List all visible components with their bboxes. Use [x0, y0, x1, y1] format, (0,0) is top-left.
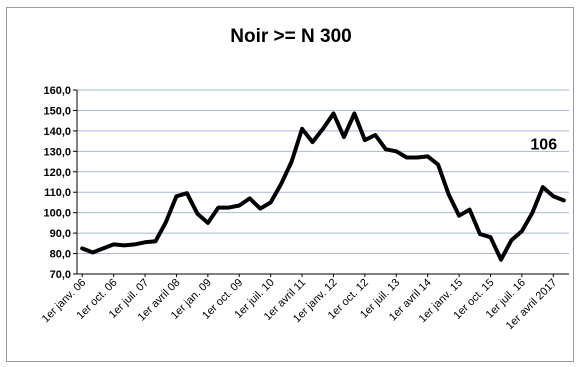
y-tick-label: 140,0	[43, 126, 71, 138]
y-tick-label: 160,0	[43, 85, 71, 97]
y-tick-label: 100,0	[43, 208, 71, 220]
series-layer	[80, 111, 566, 262]
y-tick-label: 90,0	[50, 228, 71, 240]
y-tick-label: 80,0	[50, 249, 71, 261]
annotations: 106	[530, 136, 557, 153]
line-chart: Noir >= N 300 70,0 80,0 90,0 100,0 110,0 120,…	[40, 26, 569, 332]
data-annotation-label: 106	[530, 136, 557, 153]
y-axis-tick-labels: 70,0 80,0 90,0 100,0 110,0 120,0 130,0 140,0 150…	[43, 85, 71, 281]
y-tick-label: 110,0	[44, 187, 71, 199]
axes	[76, 90, 569, 275]
y-tick-label: 150,0	[43, 105, 71, 117]
series-line	[80, 111, 566, 262]
chart-title: Noir >= N 300	[230, 26, 351, 47]
y-tick-label: 130,0	[43, 146, 71, 158]
y-tick-label: 70,0	[50, 269, 71, 281]
grid-lines	[73, 89, 569, 275]
chart-frame: Noir >= N 300 70,0 80,0 90,0 100,0 110,0 120,…	[6, 7, 574, 362]
y-tick-label: 120,0	[43, 167, 71, 179]
